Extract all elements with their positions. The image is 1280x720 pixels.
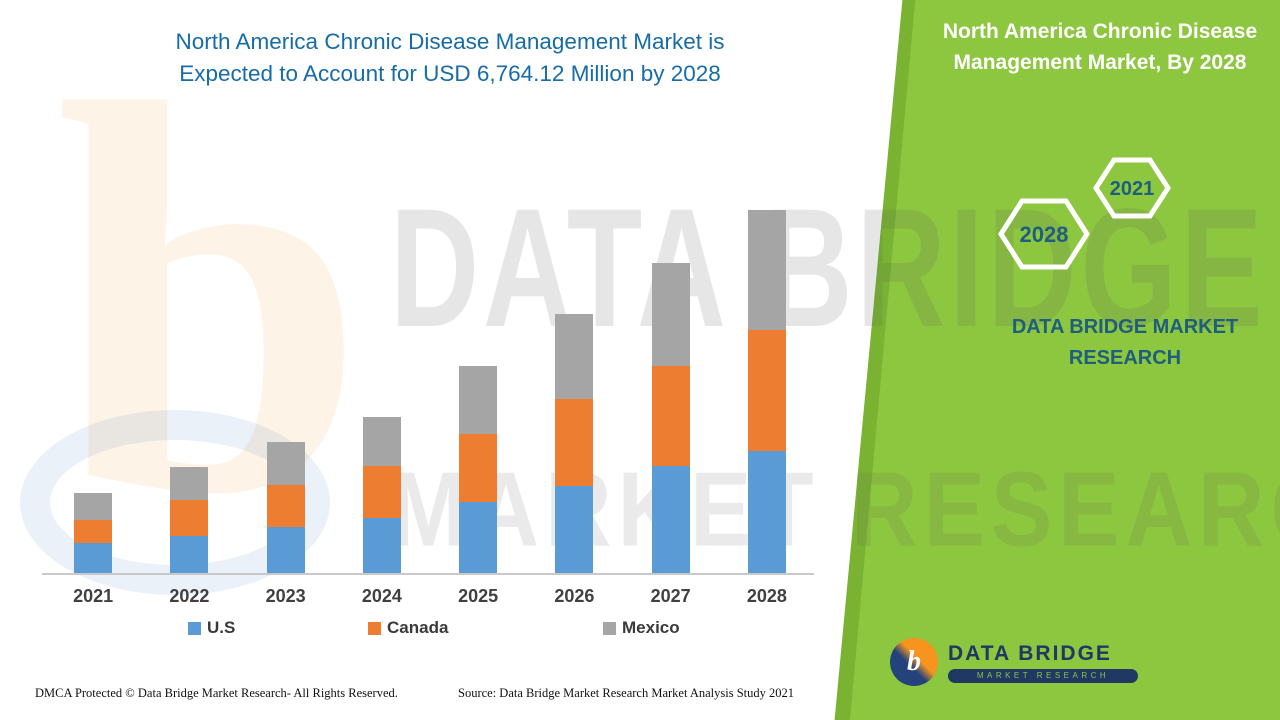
footer-source-text: Source: Data Bridge Market Research Mark… — [458, 686, 795, 700]
footer-dmca-text: DMCA Protected © Data Bridge Market Rese… — [35, 686, 398, 700]
legend-item-us: U.S — [188, 618, 235, 638]
bar-segment-us — [555, 486, 594, 573]
bar-segment-us — [74, 542, 113, 573]
company-logo: b DATA BRIDGE MARKET RESEARCH — [890, 638, 1138, 686]
bar-segment-us — [651, 466, 690, 573]
bar-stack-2027 — [651, 263, 690, 573]
bar-segment-mexico — [555, 314, 594, 399]
x-axis-label-2026: 2026 — [554, 586, 595, 606]
bar-stack-2021 — [74, 492, 113, 573]
bar-segment-us — [170, 536, 209, 573]
legend-label: Canada — [387, 618, 449, 637]
bar-segment-canada — [555, 399, 594, 486]
bar-stack-2023 — [266, 442, 305, 573]
legend-label: U.S — [207, 618, 236, 637]
bar-segment-us — [362, 518, 401, 573]
x-axis-line — [42, 573, 814, 575]
company-logo-texts: DATA BRIDGE MARKET RESEARCH — [948, 638, 1138, 686]
bar-segment-canada — [459, 434, 498, 502]
chart-title: North America Chronic Disease Management… — [55, 26, 845, 90]
bar-segment-us — [266, 527, 305, 573]
company-logo-name: DATA BRIDGE — [948, 641, 1112, 665]
bar-stack-2026 — [555, 314, 594, 573]
bar-segment-canada — [747, 330, 786, 452]
bar-segment-us — [747, 451, 786, 573]
legend-label: Mexico — [622, 618, 680, 637]
company-logo-subtitle: MARKET RESEARCH — [948, 668, 1138, 683]
side-panel-brand-line2: RESEARCH — [1068, 347, 1182, 369]
bar-column-2024 — [334, 210, 430, 573]
hexagon-2021-outline — [1093, 157, 1171, 219]
bar-stack-2024 — [362, 417, 401, 573]
bar-column-2026 — [526, 210, 622, 573]
bar-segment-mexico — [459, 366, 498, 434]
bar-segment-canada — [362, 466, 401, 518]
x-axis-label-2024: 2024 — [361, 586, 402, 606]
hexagon-2028-label: 2028 — [1020, 222, 1069, 247]
side-panel-title: North America Chronic Disease Management… — [930, 16, 1270, 78]
legend-swatch — [603, 621, 616, 635]
hexagon-2028-outline — [998, 198, 1090, 270]
bar-stack-2022 — [170, 467, 209, 573]
bar-column-2023 — [238, 210, 334, 573]
chart-title-line2: Expected to Account for USD 6,764.12 Mil… — [179, 61, 721, 86]
company-logo-icon: b — [890, 638, 938, 686]
bar-segment-mexico — [74, 492, 113, 520]
bar-stack-2028 — [747, 210, 786, 573]
legend-item-mexico: Mexico — [603, 618, 680, 638]
x-axis-label-2028: 2028 — [746, 586, 787, 606]
bar-segment-mexico — [266, 442, 305, 485]
legend-swatch — [368, 621, 381, 635]
side-panel-brand-line1: DATA BRIDGE MARKET — [1011, 316, 1239, 338]
x-axis-label-2027: 2027 — [650, 586, 691, 606]
legend-item-canada: Canada — [368, 618, 448, 638]
chart-title-line1: North America Chronic Disease Management… — [175, 29, 725, 54]
bar-segment-canada — [74, 519, 113, 543]
bar-segment-us — [459, 502, 498, 573]
side-panel-title-line1: North America Chronic Disease — [942, 20, 1258, 43]
x-axis-label-2025: 2025 — [458, 586, 499, 606]
hexagon-2021-label: 2021 — [1110, 178, 1155, 200]
hexagon-2021: 2021 — [1093, 157, 1171, 219]
bar-segment-mexico — [651, 263, 690, 366]
bar-column-2021 — [45, 210, 141, 573]
x-axis-label-2023: 2023 — [265, 586, 306, 606]
bar-segment-canada — [651, 366, 690, 466]
bar-column-2022 — [141, 210, 237, 573]
side-panel-brand-text: DATA BRIDGE MARKET RESEARCH — [950, 312, 1280, 374]
bar-column-2028 — [719, 210, 815, 573]
x-axis-label-2021: 2021 — [73, 586, 114, 606]
bar-stack-2025 — [459, 366, 498, 573]
x-axis-labels: 2021 2022 2023 2024 2025 2026 2027 2028 — [45, 586, 815, 607]
bar-column-2025 — [430, 210, 526, 573]
legend: U.S Canada Mexico — [45, 618, 815, 644]
bars-row — [45, 210, 815, 573]
bar-segment-mexico — [747, 210, 786, 331]
hexagon-2028: 2028 — [998, 198, 1090, 270]
legend-swatch — [188, 621, 201, 635]
x-axis-label-2022: 2022 — [169, 586, 210, 606]
bar-segment-mexico — [170, 467, 209, 500]
bar-column-2027 — [623, 210, 719, 573]
bar-segment-mexico — [362, 417, 401, 466]
bar-segment-canada — [170, 500, 209, 536]
bar-segment-canada — [266, 485, 305, 527]
side-panel-title-line2: Management Market, By 2028 — [953, 51, 1247, 74]
